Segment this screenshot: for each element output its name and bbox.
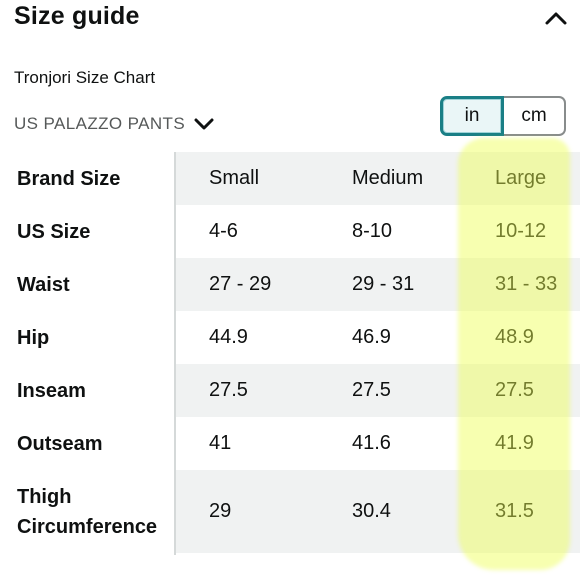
row-label: Hip: [17, 326, 50, 349]
table-cell: 4-6: [209, 220, 238, 242]
table-cell: 30.4: [352, 500, 391, 522]
cropped-text-fragment: [120, 574, 230, 580]
table-row: US Size 4-6 8-10 10-12: [0, 205, 580, 258]
table-cell: 29: [209, 500, 232, 522]
table-cell: 31 - 33: [495, 273, 558, 295]
table-cell: Large: [495, 167, 547, 189]
table-cell: Medium: [352, 167, 424, 189]
size-table: Brand Size Small Medium Large US Size 4-6 8-10…: [0, 152, 580, 553]
unit-cm-button[interactable]: cm: [504, 96, 566, 136]
table-cell: 41: [209, 432, 232, 454]
table-row: Thigh Circumference 29 30.4 31.5: [0, 470, 580, 553]
table-row: Inseam 27.5 27.5 27.5: [0, 364, 580, 417]
chevron-down-icon: [194, 118, 214, 130]
category-dropdown[interactable]: US PALAZZO PANTS: [14, 112, 215, 136]
table-cell: 46.9: [352, 326, 391, 348]
row-label: Inseam: [17, 379, 86, 402]
row-label-line: Circumference: [17, 515, 158, 538]
table-column-divider: [174, 152, 176, 555]
unit-in-button[interactable]: in: [440, 96, 504, 136]
row-label: Waist: [17, 273, 70, 296]
table-cell: 41.9: [495, 432, 534, 454]
row-label-line: Thigh: [17, 485, 72, 508]
size-chart-title: Tronjori Size Chart: [14, 68, 156, 87]
table-cell: 27.5: [209, 379, 248, 401]
row-label: Brand Size: [17, 167, 121, 190]
table-cell: 48.9: [495, 326, 534, 348]
row-label: US Size: [17, 220, 91, 243]
table-cell: 27.5: [352, 379, 391, 401]
unit-toggle[interactable]: in cm: [440, 96, 566, 136]
size-guide-header[interactable]: Size guide: [14, 0, 570, 36]
row-background: [175, 152, 580, 205]
table-cell: Small: [209, 167, 260, 189]
chevron-up-icon[interactable]: [544, 8, 568, 28]
table-row: Outseam 41 41.6 41.9: [0, 417, 580, 470]
row-background: [175, 258, 580, 311]
table-cell: 10-12: [495, 220, 547, 242]
table-cell: 31.5: [495, 500, 534, 522]
row-background: [175, 364, 580, 417]
category-dropdown-label: US PALAZZO PANTS: [14, 114, 186, 133]
table-row: Waist 27 - 29 29 - 31 31 - 33: [0, 258, 580, 311]
table-cell: 41.6: [352, 432, 391, 454]
table-row: Hip 44.9 46.9 48.9: [0, 311, 580, 364]
row-label: Outseam: [17, 432, 103, 455]
row-background: [175, 470, 580, 553]
table-cell: 29 - 31: [352, 273, 415, 295]
page-title: Size guide: [14, 2, 140, 30]
table-cell: 27.5: [495, 379, 534, 401]
table-row: Brand Size Small Medium Large: [0, 152, 580, 205]
table-cell: 44.9: [209, 326, 248, 348]
row-label: Thigh Circumference: [17, 470, 157, 553]
table-cell: 27 - 29: [209, 273, 272, 295]
table-cell: 8-10: [352, 220, 393, 242]
